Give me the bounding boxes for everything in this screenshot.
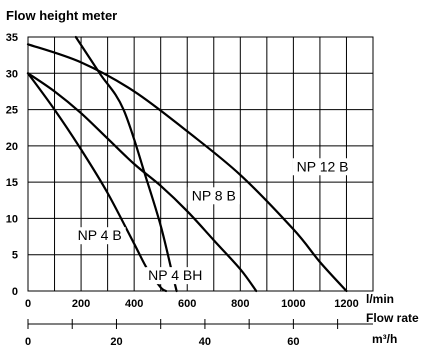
label-background [292,158,353,176]
y-axis-ticks: 0 5 10 15 20 25 30 35 [6,32,18,298]
y-tick-label: 35 [6,32,18,44]
secondary-x-axis: 0 20 40 60 [25,319,373,348]
x-axis-unit-label: l/min [366,292,394,306]
y-tick-label: 5 [12,250,18,262]
x2-tick-label: 0 [25,336,31,348]
label-background [187,187,240,205]
x2-tick-label: 20 [110,336,122,348]
label-background [145,267,206,285]
y-tick-label: 15 [6,177,18,189]
y-tick-label: 20 [6,141,18,153]
series-labels: NP 12 B NP 8 B NP 4 B NP 4 BH [73,158,353,285]
y-tick-label: 30 [6,68,18,80]
label-np-4-b: NP 4 B [73,227,126,245]
curve-np-4-b [26,72,168,293]
x-tick-label: 400 [125,298,143,310]
plot-frame [27,36,374,292]
x-tick-label: 1200 [334,298,358,310]
x-tick-label: 1000 [281,298,305,310]
x-tick-label: 800 [231,298,249,310]
x2-tick-label: 40 [199,336,211,348]
secondary-x-axis-unit-label: m³/h [372,332,397,346]
curve-np-12-b [26,43,348,293]
series-label-text: NP 4 B [78,227,122,243]
x-axis-ticks: 0 200 400 600 800 1000 1200 [25,298,359,310]
label-np-8-b: NP 8 B [187,187,240,205]
y-tick-label: 0 [12,286,18,298]
series-label-text: NP 4 BH [148,267,202,283]
y-tick-label: 10 [6,213,18,225]
curve-np-8-b [26,72,258,293]
x2-tick-label: 60 [287,336,299,348]
label-np-4-bh: NP 4 BH [145,267,206,285]
label-np-12-b: NP 12 B [292,158,353,176]
series-label-text: NP 12 B [297,158,349,174]
flow-rate-label: Flow rate [366,311,419,325]
x-tick-label: 600 [178,298,196,310]
chart-title: Flow height meter [6,8,117,23]
x-tick-label: 0 [25,298,31,310]
x-tick-label: 200 [72,298,90,310]
y-tick-label: 25 [6,105,18,117]
series-label-text: NP 8 B [192,187,236,203]
label-background [73,227,126,245]
